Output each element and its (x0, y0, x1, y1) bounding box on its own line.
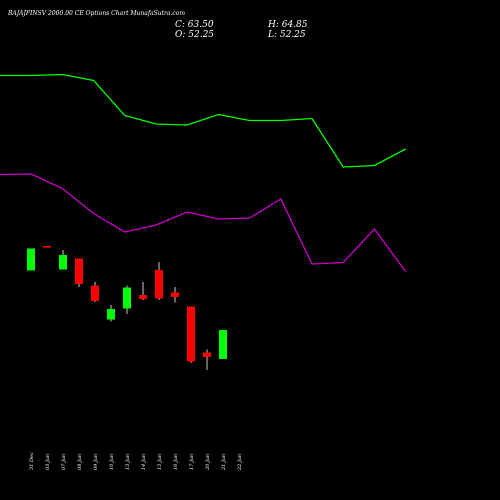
x-axis: 31 Dec 03 Jan 07 Jan 08 Jan 09 Jan 10 Jan 13 J… (29, 452, 243, 471)
candle (107, 305, 115, 322)
x-tick-label: 07 Jan (61, 454, 67, 470)
candle (187, 306, 195, 363)
candle (219, 330, 227, 359)
x-tick-label: 17 Jan (189, 454, 195, 470)
lower-band-line (0, 173, 407, 272)
candle (123, 285, 131, 314)
candles-layer (27, 246, 227, 370)
candle (139, 282, 147, 300)
upper-band-line (0, 73, 406, 168)
x-tick-label: 08 Jan (77, 454, 83, 470)
candle-body (123, 287, 131, 309)
candle (75, 258, 83, 287)
candle-body (203, 352, 211, 357)
x-tick-label: 10 Jan (109, 454, 115, 470)
candle-body (171, 292, 179, 297)
candle (59, 250, 67, 270)
upper-band-layer (0, 73, 406, 168)
candle (91, 282, 99, 302)
open-price-label: O: 52.25 (175, 30, 215, 40)
candle (27, 248, 35, 271)
x-tick-label: 31 Dec (29, 452, 35, 470)
x-tick-label: 21 Jan (221, 454, 227, 471)
candle-body (187, 306, 195, 362)
chart-title: BAJAJFINSV 2000.00 CE Options Chart Muna… (8, 10, 186, 17)
candle-body (107, 309, 115, 320)
x-tick-label: 15 Jan (157, 454, 163, 470)
low-price-label: L: 52.25 (268, 30, 306, 40)
candle-body (91, 285, 99, 301)
candle (203, 349, 211, 370)
candle-body (43, 246, 51, 248)
close-price-label: C: 63.50 (175, 20, 214, 30)
x-tick-label: 13 Jan (125, 454, 131, 470)
x-tick-label: 22 Jan (237, 454, 243, 471)
x-tick-label: 14 Jan (141, 454, 147, 470)
candle (43, 246, 51, 248)
candle-body (219, 330, 227, 359)
x-tick-label: 20 Jan (205, 454, 211, 471)
x-tick-label: 16 Jan (173, 454, 179, 470)
lower-band-layer (0, 173, 407, 272)
candle (155, 262, 163, 300)
x-tick-label: 03 Jan (45, 454, 51, 470)
candle-body (59, 255, 67, 270)
candle-body (155, 270, 163, 299)
x-tick-label: 09 Jan (93, 454, 99, 470)
candle (171, 287, 179, 303)
candle-body (27, 248, 35, 271)
candle-body (139, 295, 147, 299)
candle-body (75, 258, 83, 284)
high-price-label: H: 64.85 (268, 20, 308, 30)
